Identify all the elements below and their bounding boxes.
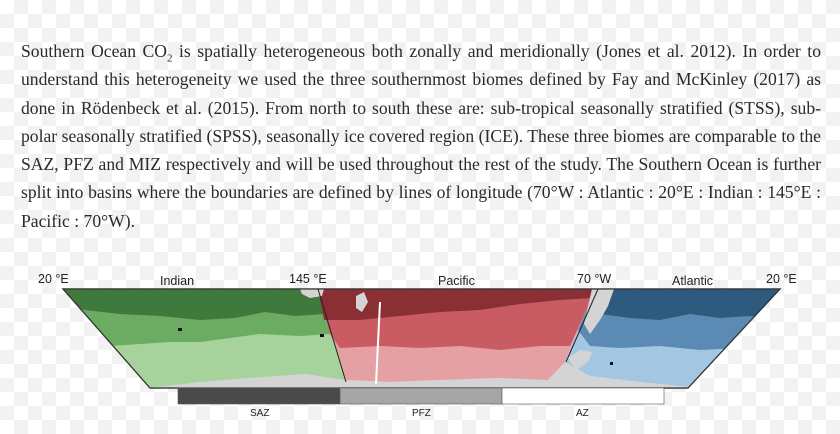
basin-label-pacific: Pacific — [438, 274, 475, 288]
longitude-label-left-20e: 20 °E — [38, 272, 69, 286]
white-transect-line — [375, 301, 381, 385]
south-america-land — [584, 289, 614, 334]
legend-swatch-saz — [177, 387, 341, 405]
boundary-145e — [317, 288, 347, 383]
longitude-label-70w: 70 °W — [577, 272, 612, 286]
pacific-saz-region — [318, 289, 598, 320]
basin-label-indian: Indian — [160, 274, 195, 288]
legend-label-az: AZ — [576, 408, 589, 419]
biome-map — [61, 288, 782, 405]
longitude-label-right-20e: 20 °E — [766, 272, 797, 286]
co2-subscript: 2 — [166, 52, 173, 65]
antarctic-peninsula-land — [568, 350, 592, 370]
longitude-label-145e: 145 °E — [289, 272, 327, 286]
island-marker — [320, 334, 324, 337]
island-marker — [610, 362, 613, 365]
body-paragraph: Southern Ocean CO2 is spatially heteroge… — [21, 37, 821, 235]
legend-label-saz: SAZ — [250, 408, 270, 419]
legend-label-pfz: PFZ — [412, 408, 431, 419]
paragraph-text-co2: Southern Ocean CO — [21, 41, 167, 61]
indian-saz-region — [63, 289, 324, 320]
basin-label-atlantic: Atlantic — [672, 274, 713, 288]
atlantic-saz-region — [592, 289, 780, 320]
australia-land — [300, 289, 324, 298]
boundary-70w — [565, 288, 599, 363]
map-outline — [61, 288, 782, 389]
new-zealand-land — [356, 292, 368, 312]
island-marker — [178, 328, 182, 331]
antarctica-land — [63, 362, 780, 388]
legend-swatch-az — [501, 387, 665, 405]
legend-swatch-pfz — [339, 387, 503, 405]
biome-map-figure: 20 °E Indian 145 °E Pacific 70 °W Atlant… — [0, 262, 840, 434]
paragraph-text-body: is spatially heterogeneous both zonally … — [21, 41, 821, 231]
